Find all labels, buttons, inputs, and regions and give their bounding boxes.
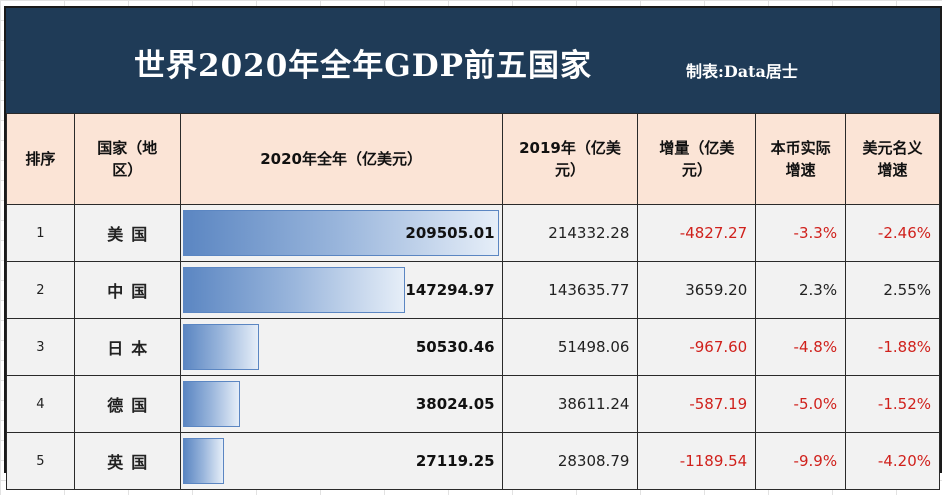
table-row: 4 德国 38024.05 38611.24 -587.19 -5.0% -1.52% xyxy=(6,375,940,433)
gdp2019-cell: 143635.77 xyxy=(501,261,639,319)
table-row: 5 英国 27119.25 28308.79 -1189.54 -9.9% -4.20% xyxy=(6,432,940,490)
gdp2019-cell: 38611.24 xyxy=(501,375,639,433)
gdp2020-bar-cell: 50530.46 xyxy=(179,318,503,376)
gdp2020-bar-cell: 27119.25 xyxy=(179,432,503,490)
data-bar xyxy=(182,438,224,484)
local-growth-cell: -3.3% xyxy=(755,204,847,262)
gdp-table-container: 世界2020年全年GDP前五国家 制表:Data居士 排序 国家（地区） 202… xyxy=(4,6,942,490)
rank-cell: 1 xyxy=(6,204,75,262)
title-bar: 世界2020年全年GDP前五国家 制表:Data居士 xyxy=(6,8,940,113)
table-row: 2 中国 147294.97 143635.77 3659.20 2.3% 2.55% xyxy=(6,261,940,319)
gdp-table: 排序 国家（地区） 2020年全年（亿美元） 2019年（亿美元） 增量（亿美元… xyxy=(6,113,940,490)
increase-cell: -4827.27 xyxy=(637,204,757,262)
gdp2020-value: 147294.97 xyxy=(405,281,495,299)
local-growth-cell: -9.9% xyxy=(755,432,847,490)
increase-cell: -587.19 xyxy=(637,375,757,433)
header-usd-growth: 美元名义增速 xyxy=(845,113,940,205)
usd-growth-cell: -2.46% xyxy=(845,204,940,262)
gdp2020-value: 27119.25 xyxy=(415,452,495,470)
local-growth-cell: -5.0% xyxy=(755,375,847,433)
table-body: 1 美国 209505.01 214332.28 -4827.27 -3.3% -2.46%… xyxy=(6,204,940,490)
gdp2020-bar-cell: 147294.97 xyxy=(179,261,503,319)
header-local-growth: 本币实际增速 xyxy=(755,113,847,205)
country-cell: 英国 xyxy=(73,432,181,490)
usd-growth-cell: 2.55% xyxy=(845,261,940,319)
increase-cell: -967.60 xyxy=(637,318,757,376)
table-row: 3 日本 50530.46 51498.06 -967.60 -4.8% -1.88% xyxy=(6,318,940,376)
data-bar xyxy=(182,210,499,256)
usd-growth-cell: -4.20% xyxy=(845,432,940,490)
data-bar-track: 27119.25 xyxy=(182,438,499,484)
usd-growth-cell: -1.52% xyxy=(845,375,940,433)
local-growth-cell: -4.8% xyxy=(755,318,847,376)
header-gdp2020: 2020年全年（亿美元） xyxy=(179,113,503,205)
data-bar-track: 38024.05 xyxy=(182,381,499,427)
header-country: 国家（地区） xyxy=(73,113,181,205)
gdp2020-value: 50530.46 xyxy=(415,338,495,356)
increase-cell: 3659.20 xyxy=(637,261,757,319)
increase-cell: -1189.54 xyxy=(637,432,757,490)
country-cell: 日本 xyxy=(73,318,181,376)
local-growth-cell: 2.3% xyxy=(755,261,847,319)
table-row: 1 美国 209505.01 214332.28 -4827.27 -3.3% -2.46% xyxy=(6,204,940,262)
header-rank: 排序 xyxy=(6,113,75,205)
rank-cell: 2 xyxy=(6,261,75,319)
usd-growth-cell: -1.88% xyxy=(845,318,940,376)
data-bar-track: 209505.01 xyxy=(182,210,499,256)
header-increase: 增量（亿美元） xyxy=(637,113,757,205)
country-cell: 美国 xyxy=(73,204,181,262)
data-bar xyxy=(182,381,240,427)
country-cell: 德国 xyxy=(73,375,181,433)
credit-label: 制表:Data居士 xyxy=(686,62,798,81)
rank-cell: 4 xyxy=(6,375,75,433)
gdp2019-cell: 214332.28 xyxy=(501,204,639,262)
data-bar-track: 147294.97 xyxy=(182,267,499,313)
rank-cell: 3 xyxy=(6,318,75,376)
gdp2020-value: 209505.01 xyxy=(405,224,495,242)
rank-cell: 5 xyxy=(6,432,75,490)
gdp2020-bar-cell: 209505.01 xyxy=(179,204,503,262)
gdp2019-cell: 51498.06 xyxy=(501,318,639,376)
data-bar-track: 50530.46 xyxy=(182,324,499,370)
gdp2020-value: 38024.05 xyxy=(415,395,495,413)
table-title: 世界2020年全年GDP前五国家 xyxy=(134,48,592,84)
header-row: 排序 国家（地区） 2020年全年（亿美元） 2019年（亿美元） 增量（亿美元… xyxy=(6,113,940,205)
country-cell: 中国 xyxy=(73,261,181,319)
header-gdp2019: 2019年（亿美元） xyxy=(501,113,639,205)
gdp2020-bar-cell: 38024.05 xyxy=(179,375,503,433)
data-bar xyxy=(182,324,259,370)
gdp2019-cell: 28308.79 xyxy=(501,432,639,490)
data-bar xyxy=(182,267,405,313)
